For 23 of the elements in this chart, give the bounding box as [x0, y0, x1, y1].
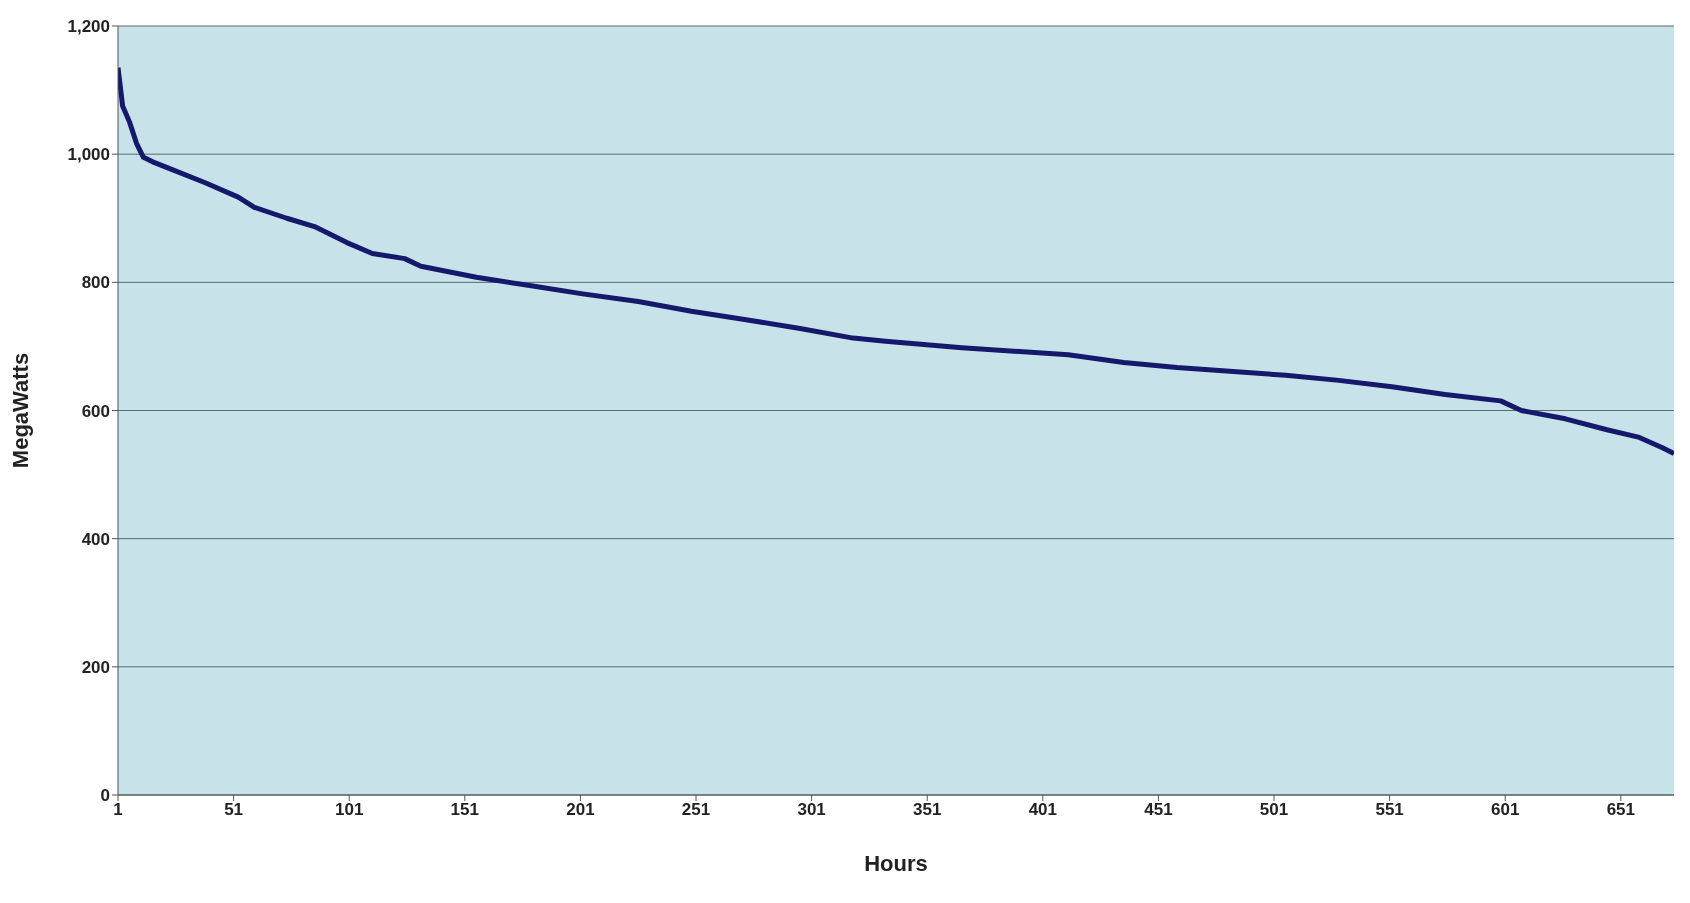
- x-tick-label: 1: [113, 800, 123, 820]
- x-tick-label: 651: [1606, 800, 1636, 820]
- y-tick-label: 1,000: [67, 145, 110, 165]
- x-tick-label: 101: [335, 800, 364, 820]
- x-tick-label: 301: [797, 800, 826, 820]
- x-tick-label: 401: [1028, 800, 1057, 820]
- y-tick-label: 200: [81, 657, 110, 677]
- y-axis-title: MegaWatts: [7, 352, 33, 469]
- x-tick-label: 601: [1491, 800, 1520, 820]
- x-tick-label: 551: [1375, 800, 1404, 820]
- y-tick-label: 1,200: [67, 17, 110, 37]
- y-tick-label: 0: [100, 786, 110, 806]
- x-axis-title: Hours: [864, 851, 928, 876]
- y-tick-label: 800: [81, 273, 110, 293]
- y-tick-label: 400: [81, 529, 110, 549]
- x-tick-label: 451: [1144, 800, 1173, 820]
- y-tick-label: 600: [81, 401, 110, 421]
- x-tick-label: 201: [566, 800, 595, 820]
- x-tick-label: 151: [450, 800, 479, 820]
- x-tick-label: 501: [1259, 800, 1289, 820]
- x-tick-label: 351: [913, 800, 942, 820]
- x-tick-label: 51: [224, 800, 244, 820]
- x-tick-label: 251: [681, 800, 711, 820]
